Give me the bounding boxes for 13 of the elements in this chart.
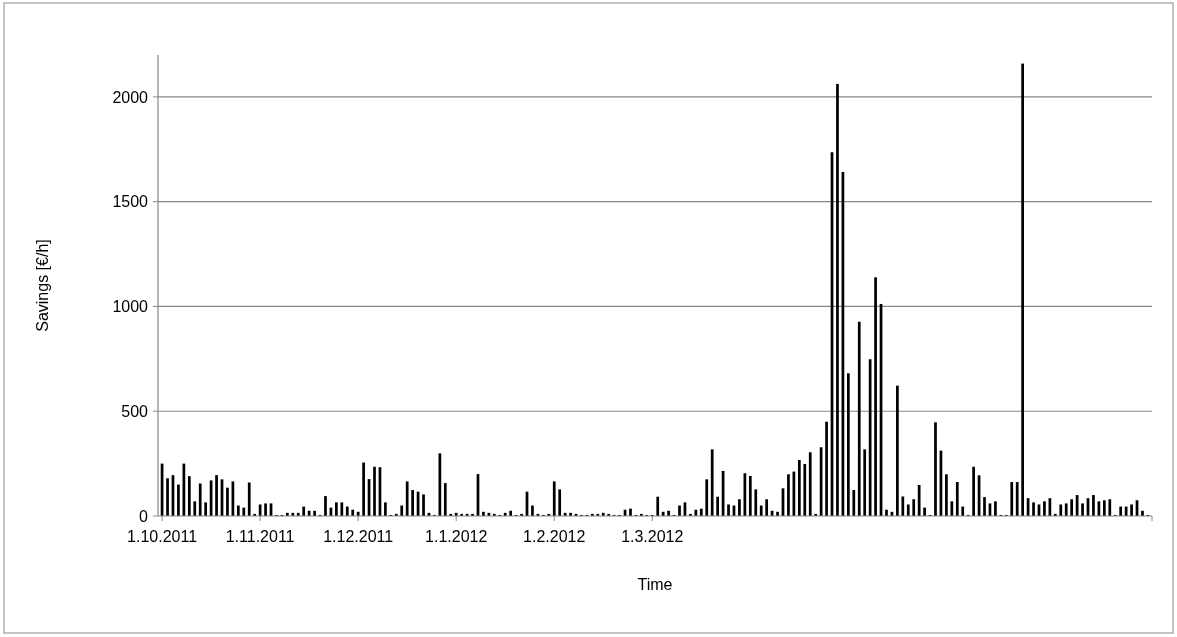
y-tick-label: 2000 xyxy=(112,88,149,106)
x-tick-label: 1.1.2012 xyxy=(425,527,488,545)
x-tick-label: 1.10.2011 xyxy=(127,527,198,545)
y-tick-label: 1500 xyxy=(112,193,149,211)
y-tick-label: 1000 xyxy=(112,298,149,316)
y-tick-label: 0 xyxy=(139,507,149,525)
x-tick-label: 1.12.2011 xyxy=(323,527,394,545)
y-tick-label: 500 xyxy=(121,402,149,420)
x-axis-title: Time xyxy=(637,576,673,593)
x-tick-label: 1.11.2011 xyxy=(225,527,295,545)
x-tick-label: 1.2.2012 xyxy=(523,527,586,545)
y-axis-title: Savings [€/h] xyxy=(34,239,51,332)
x-tick-label: 1.3.2012 xyxy=(621,527,684,545)
